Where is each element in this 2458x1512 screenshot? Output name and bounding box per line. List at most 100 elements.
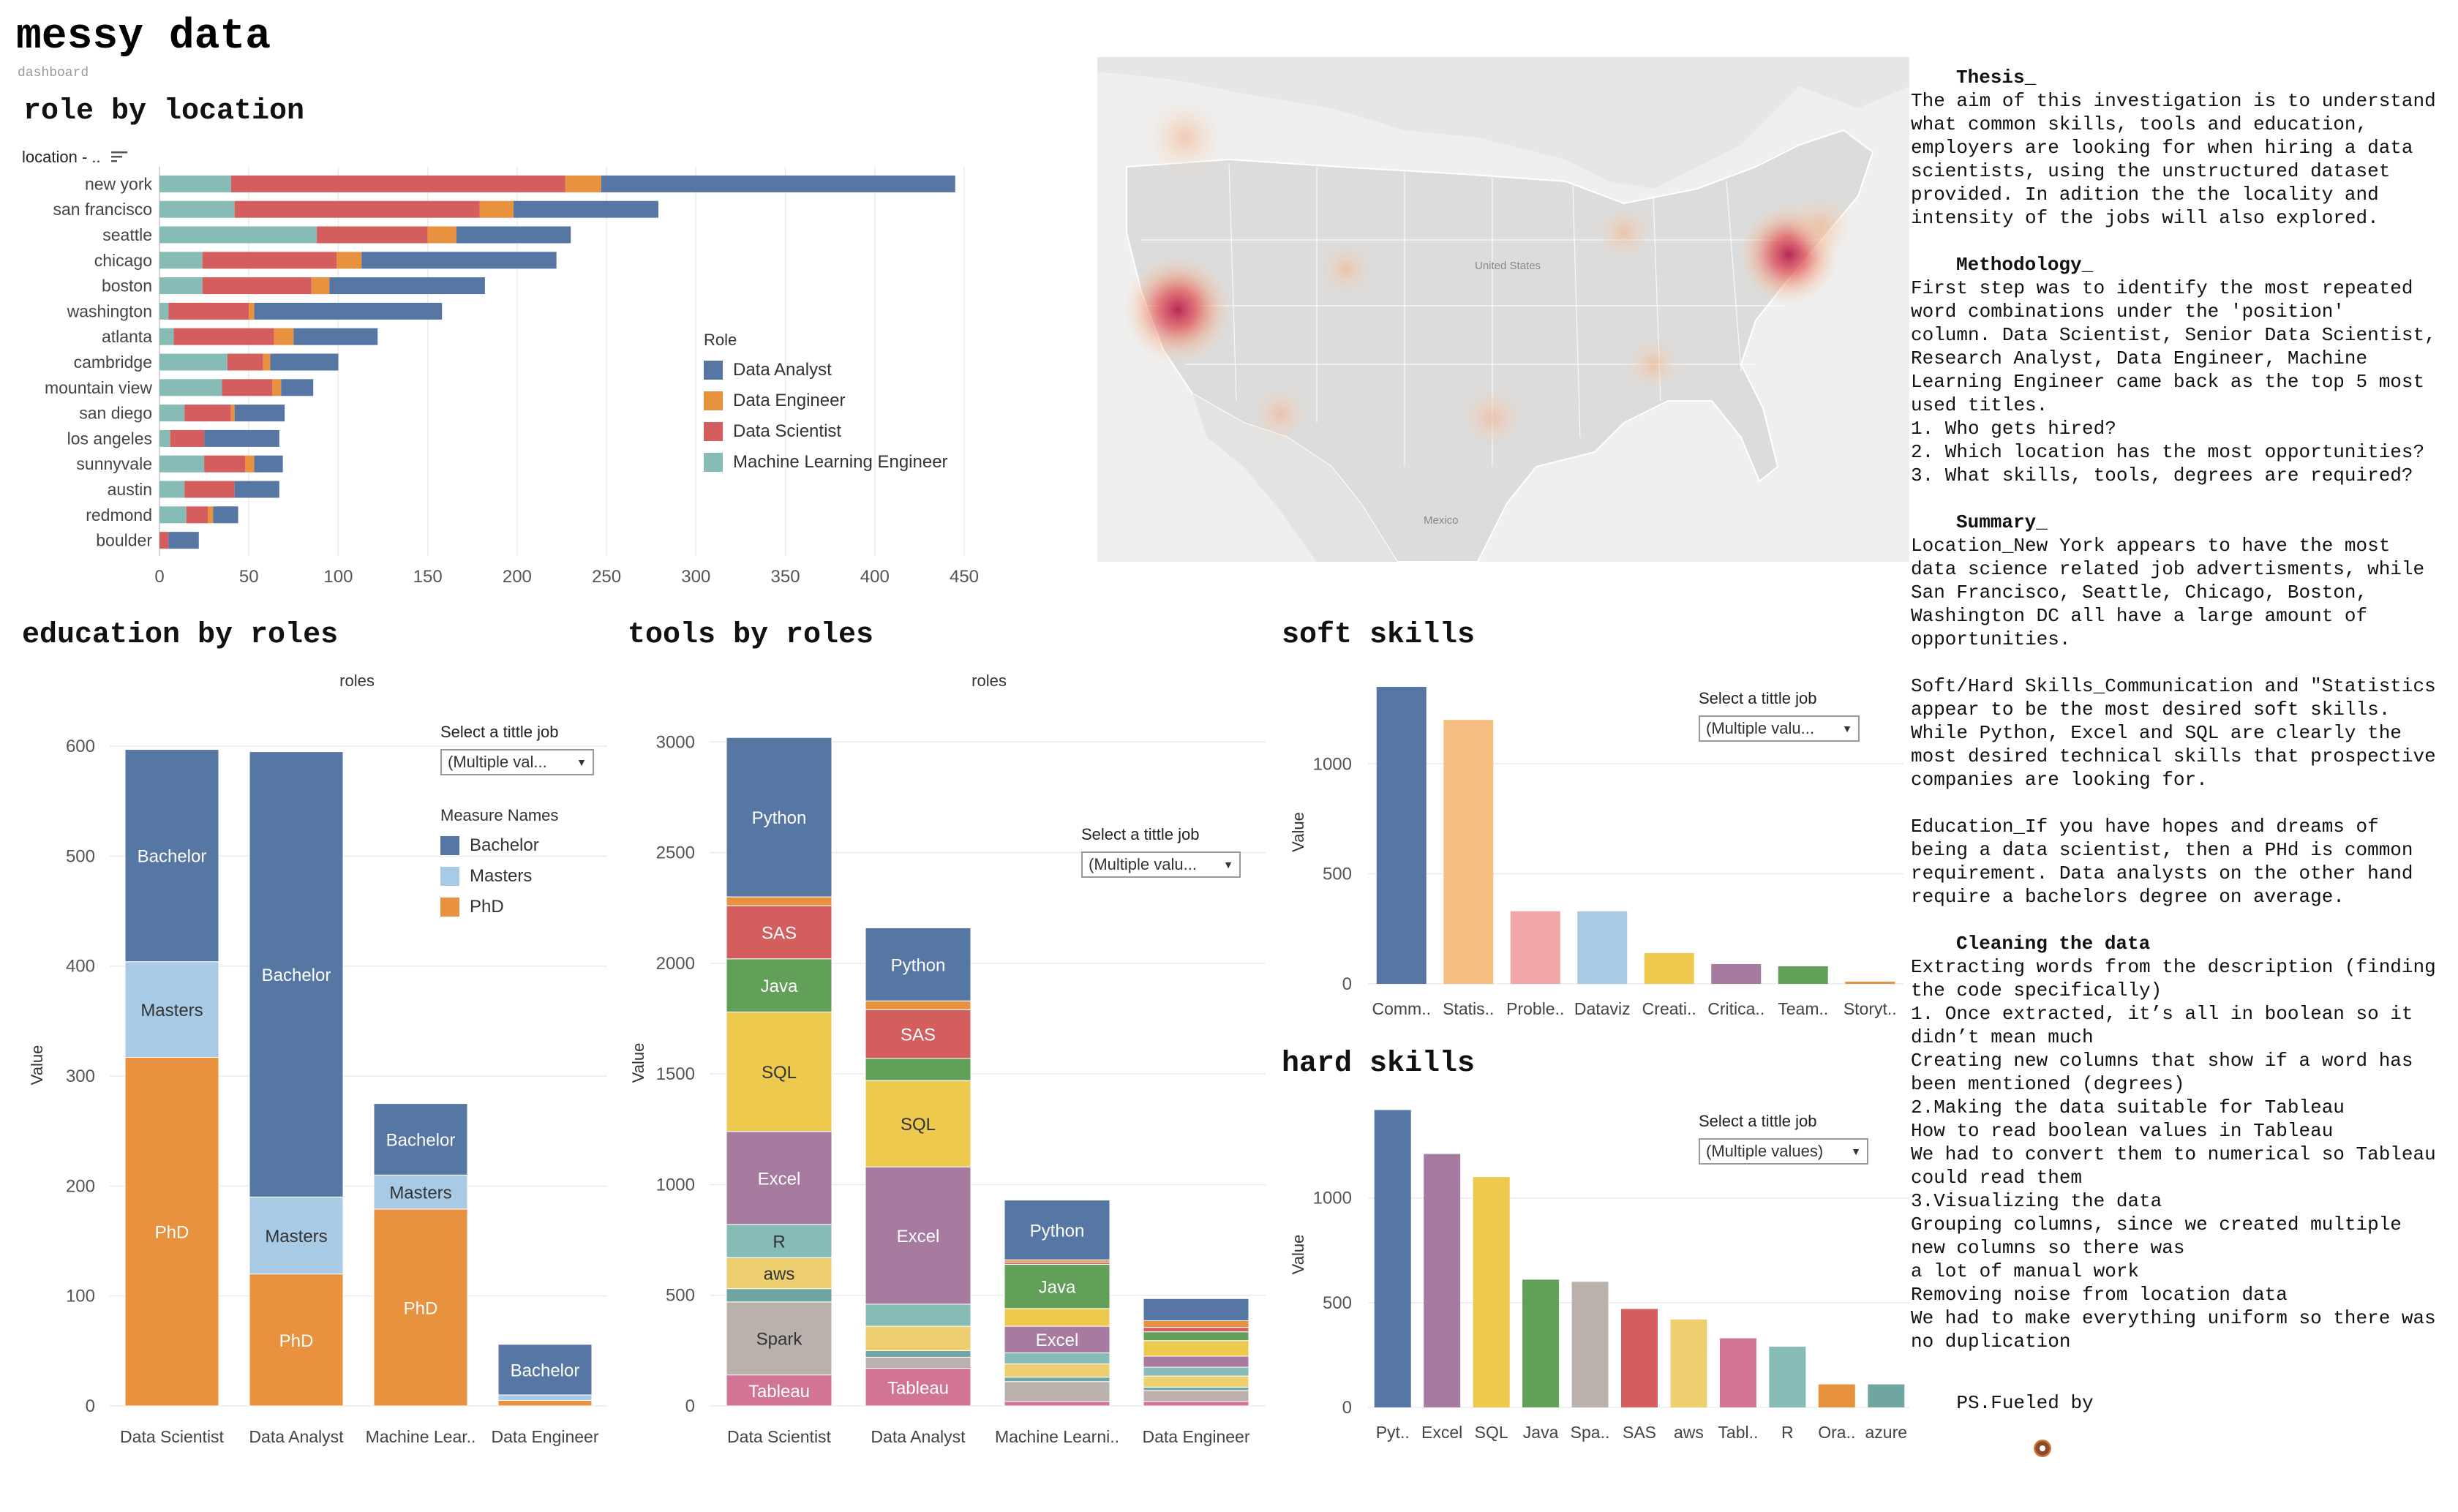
- bar-segment: [234, 481, 279, 498]
- segment-label: Java: [761, 977, 798, 996]
- bar-segment: [230, 175, 565, 192]
- education-by-roles-chart: roles Value 0 100 200 300 400 500 600 PhD Masters B…: [28, 672, 607, 1446]
- bar-segment: [234, 200, 480, 218]
- bar-segment: [263, 353, 271, 371]
- soft-skills-job-select[interactable]: (Multiple valu... ▼: [1699, 715, 1860, 742]
- bar-segment: [184, 481, 235, 498]
- bar-segment: [1004, 1200, 1110, 1260]
- category-label: azure: [1865, 1423, 1907, 1442]
- heat-spot-los-angeles[interactable]: [1251, 385, 1309, 443]
- legend-item-data-scientist[interactable]: Data Scientist: [704, 421, 948, 442]
- segment-label: PhD: [155, 1223, 189, 1243]
- category-label: Proble..: [1506, 999, 1564, 1018]
- dashboard-title: messy data: [16, 13, 271, 61]
- location-axis-header[interactable]: location - ..: [22, 148, 127, 168]
- bar-segment: [427, 226, 456, 244]
- education-job-select[interactable]: (Multiple val... ▼: [440, 749, 594, 775]
- job-heat-map[interactable]: United States Mexico: [1097, 57, 1909, 562]
- legend-item-ml-engineer[interactable]: Machine Learning Engineer: [704, 452, 948, 473]
- bar-segment: [254, 455, 283, 473]
- bar-segment: [1143, 1366, 1249, 1377]
- category-label: Ora..: [1818, 1423, 1855, 1442]
- bar-segment: [173, 328, 274, 345]
- heat-spot-atlanta[interactable]: [1624, 335, 1683, 394]
- heat-spot-san-francisco[interactable]: [1123, 255, 1233, 364]
- bar-segment: [1143, 1390, 1249, 1402]
- legend-item-data-engineer[interactable]: Data Engineer: [704, 391, 948, 411]
- segment-label: Bachelor: [386, 1130, 456, 1150]
- bar-segment: [726, 1131, 833, 1225]
- bar-segment: [726, 737, 833, 898]
- segment-label: SAS: [901, 1026, 936, 1045]
- bar-segment: [254, 302, 443, 320]
- bar-segment: [1004, 1325, 1110, 1353]
- bar-segment: [124, 961, 219, 1058]
- narrative-panel: Thesis_ The aim of this investigation is…: [1911, 66, 2452, 1512]
- category-label: Creati..: [1642, 999, 1696, 1018]
- bar-segment: [159, 532, 169, 549]
- bar-segment: [497, 1399, 593, 1407]
- heat-spot-austin[interactable]: [1459, 385, 1525, 451]
- legend-item-data-analyst[interactable]: Data Analyst: [704, 360, 948, 380]
- y-tick-label: 0: [1342, 1398, 1352, 1418]
- category-label: Data Analyst: [871, 1427, 966, 1446]
- legend-item-masters[interactable]: Masters: [440, 866, 558, 887]
- bar-segment: [373, 1208, 468, 1407]
- y-tick-label: 200: [66, 1176, 95, 1196]
- bar-segment: [1143, 1327, 1249, 1333]
- category-label: Data Scientist: [727, 1427, 832, 1446]
- bar-segment: [726, 1374, 833, 1407]
- bar-segment: [234, 405, 285, 422]
- legend-swatch: [440, 898, 459, 917]
- segment-label: Excel: [1036, 1331, 1079, 1350]
- y-tick-label: 2500: [656, 843, 695, 863]
- bar: [1376, 687, 1427, 984]
- bar: [1644, 952, 1694, 984]
- tools-job-select[interactable]: (Multiple valu... ▼: [1081, 851, 1241, 878]
- y-tick-label: 2000: [656, 954, 695, 974]
- heat-spot-boston[interactable]: [1789, 192, 1854, 258]
- methodology-text: First step was to identify the most repe…: [1911, 277, 2436, 486]
- legend-item-phd[interactable]: PhD: [440, 897, 558, 917]
- y-tick-label: 600: [66, 737, 95, 756]
- bar-segment: [159, 328, 174, 345]
- bar-segment: [204, 429, 279, 447]
- bar-segment: [726, 958, 833, 1012]
- thesis-heading: Thesis_: [1956, 67, 2037, 89]
- hard-skills-job-select[interactable]: (Multiple values) ▼: [1699, 1138, 1868, 1165]
- summary-location-text: Location_New York appears to have the mo…: [1911, 535, 2425, 650]
- bar: [1424, 1154, 1461, 1407]
- location-label: atlanta: [102, 327, 152, 346]
- bar-segment: [1004, 1401, 1110, 1407]
- sort-descending-icon[interactable]: [110, 148, 127, 168]
- bar-segment: [1143, 1331, 1249, 1342]
- bar-segment: [1143, 1320, 1249, 1328]
- bar-segment: [170, 429, 205, 447]
- bar-segment: [373, 1174, 468, 1210]
- y-tick-label: 100: [66, 1287, 95, 1306]
- heat-spot-boulder[interactable]: [1317, 240, 1375, 298]
- heat-spot-chicago[interactable]: [1595, 203, 1653, 262]
- thesis-text: The aim of this investigation is to unde…: [1911, 90, 2436, 229]
- bar-segment: [329, 277, 485, 295]
- location-label: boston: [102, 277, 152, 296]
- segment-label: Excel: [897, 1227, 940, 1246]
- bar: [1818, 1384, 1855, 1407]
- location-label: mountain view: [45, 378, 152, 397]
- bar-segment: [456, 226, 571, 244]
- bar-segment: [159, 302, 169, 320]
- y-tick-label: 0: [86, 1396, 95, 1416]
- bar-segment: [202, 252, 337, 269]
- y-axis-label: Value: [1289, 1235, 1307, 1275]
- heat-spot-seattle[interactable]: [1145, 97, 1225, 178]
- bar-segment: [159, 481, 185, 498]
- x-tick-label: 100: [323, 567, 353, 587]
- category-label: Data Engineer: [491, 1427, 598, 1446]
- segment-label: SQL: [901, 1115, 936, 1135]
- segment-label: PhD: [404, 1298, 438, 1318]
- legend-item-bachelor[interactable]: Bachelor: [440, 835, 558, 856]
- map-label-united-states: United States: [1475, 260, 1541, 272]
- bar-segment: [1004, 1377, 1110, 1383]
- tools-by-roles-chart: roles Value 0 500 1000 1500 2000 2500 3000 Tablea…: [629, 672, 1266, 1446]
- segment-label: R: [773, 1233, 785, 1252]
